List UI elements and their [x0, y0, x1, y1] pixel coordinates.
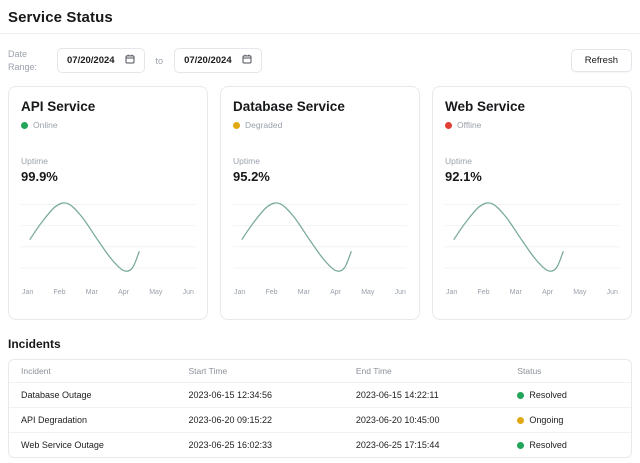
- incident-status: Ongoing: [517, 415, 619, 425]
- x-tick: Jun: [182, 289, 194, 296]
- uptime-value: 95.2%: [233, 169, 270, 184]
- x-tick: Mar: [85, 289, 98, 296]
- incident-end-time: 2023-06-15 14:22:11: [355, 390, 439, 400]
- service-name: API Service: [21, 99, 96, 114]
- column-header-incident: Incident: [21, 366, 51, 376]
- column-header-status: Status: [517, 366, 542, 376]
- x-axis-labels: Jan Feb Mar Apr May Jun: [445, 289, 619, 296]
- uptime-value: 92.1%: [445, 169, 482, 184]
- service-status: Degraded: [233, 120, 407, 130]
- uptime-line-chart: [233, 194, 407, 282]
- status-label: Resolved: [529, 440, 567, 450]
- to-label: to: [155, 55, 164, 66]
- service-name: Database Service: [233, 99, 345, 114]
- x-tick: Feb: [477, 289, 490, 296]
- date-range-label: Date Range:: [8, 49, 38, 72]
- service-status: Offline: [445, 120, 619, 130]
- table-row: API Degradation 2023-06-20 09:15:22 2023…: [9, 407, 631, 432]
- uptime-label: Uptime: [21, 156, 48, 166]
- incident-name: Web Service Outage: [21, 440, 104, 450]
- incident-start-time: 2023-06-20 09:15:22: [188, 415, 273, 425]
- x-tick: Mar: [509, 289, 522, 296]
- start-date-input[interactable]: 07/20/2024: [57, 48, 145, 73]
- status-dot: [445, 121, 452, 129]
- uptime-chart: Jan Feb Mar Apr May Jun: [233, 194, 407, 296]
- x-tick: Feb: [265, 289, 278, 296]
- table-row: Database Outage 2023-06-15 12:34:56 2023…: [9, 382, 631, 407]
- uptime-label: Uptime: [445, 156, 472, 166]
- uptime-chart: Jan Feb Mar Apr May Jun: [445, 194, 619, 296]
- table-row: Web Service Outage 2023-06-25 16:02:33 2…: [9, 432, 631, 457]
- uptime-value: 99.9%: [21, 169, 58, 184]
- x-tick: Feb: [53, 289, 66, 296]
- x-axis-labels: Jan Feb Mar Apr May Jun: [21, 289, 195, 296]
- uptime-chart: Jan Feb Mar Apr May Jun: [21, 194, 195, 296]
- x-tick: Apr: [542, 289, 553, 296]
- column-header-end-time: End Time: [355, 366, 392, 376]
- status-dot: [517, 441, 525, 449]
- incident-name: API Degradation: [21, 415, 88, 425]
- header-divider: [0, 33, 640, 34]
- trend-line: [242, 203, 352, 271]
- incident-status: Resolved: [517, 390, 619, 400]
- incident-start-time: 2023-06-15 12:34:56: [188, 390, 273, 400]
- x-tick: May: [149, 289, 163, 296]
- service-card-web: Web Service Offline Uptime 92.1% Jan Feb: [432, 86, 632, 320]
- status-dot: [517, 416, 525, 424]
- date-range-controls: Date Range: 07/20/2024 to 07/20/2024: [8, 48, 632, 73]
- page-title: Service Status: [8, 9, 113, 26]
- status-dot: [21, 121, 28, 129]
- incidents-title: Incidents: [8, 337, 61, 351]
- page-header: Service Status: [8, 0, 632, 33]
- status-dot: [517, 391, 525, 399]
- service-status: Online: [21, 120, 195, 130]
- incidents-table: Incident Start Time End Time Status Data…: [8, 359, 632, 458]
- x-tick: May: [573, 289, 587, 296]
- uptime-label: Uptime: [233, 156, 260, 166]
- uptime-line-chart: [445, 194, 619, 282]
- x-tick: Mar: [297, 289, 310, 296]
- column-header-start-time: Start Time: [188, 366, 228, 376]
- x-tick: Jun: [394, 289, 406, 296]
- x-axis-labels: Jan Feb Mar Apr May Jun: [233, 289, 407, 296]
- x-tick: Jan: [234, 289, 246, 296]
- x-tick: Apr: [118, 289, 129, 296]
- status-label: Resolved: [529, 390, 567, 400]
- incident-end-time: 2023-06-25 17:15:44: [355, 440, 440, 450]
- incident-status: Resolved: [517, 440, 619, 450]
- service-card-api: API Service Online Uptime 99.9% Jan Feb: [8, 86, 208, 320]
- calendar-icon[interactable]: [242, 54, 252, 67]
- x-tick: Jan: [446, 289, 458, 296]
- status-label: Offline: [457, 120, 482, 130]
- status-label: Degraded: [245, 120, 283, 130]
- uptime-line-chart: [21, 194, 195, 282]
- table-header-row: Incident Start Time End Time Status: [9, 360, 631, 382]
- service-name: Web Service: [445, 99, 526, 114]
- end-date-value: 07/20/2024: [184, 55, 232, 66]
- x-tick: May: [361, 289, 375, 296]
- service-card-database: Database Service Degraded Uptime 95.2% J…: [220, 86, 420, 320]
- service-cards: API Service Online Uptime 99.9% Jan Feb: [8, 86, 632, 320]
- trend-line: [454, 203, 564, 271]
- status-label: Online: [33, 120, 58, 130]
- incident-start-time: 2023-06-25 16:02:33: [188, 440, 273, 450]
- refresh-button[interactable]: Refresh: [570, 49, 632, 72]
- x-tick: Jun: [606, 289, 618, 296]
- calendar-icon[interactable]: [125, 54, 135, 67]
- x-tick: Jan: [22, 289, 34, 296]
- x-tick: Apr: [330, 289, 341, 296]
- incident-name: Database Outage: [21, 390, 92, 400]
- trend-line: [30, 203, 140, 271]
- start-date-value: 07/20/2024: [67, 55, 115, 66]
- incident-end-time: 2023-06-20 10:45:00: [355, 415, 440, 425]
- status-dot: [233, 121, 240, 129]
- status-label: Ongoing: [529, 415, 564, 425]
- end-date-input[interactable]: 07/20/2024: [174, 48, 262, 73]
